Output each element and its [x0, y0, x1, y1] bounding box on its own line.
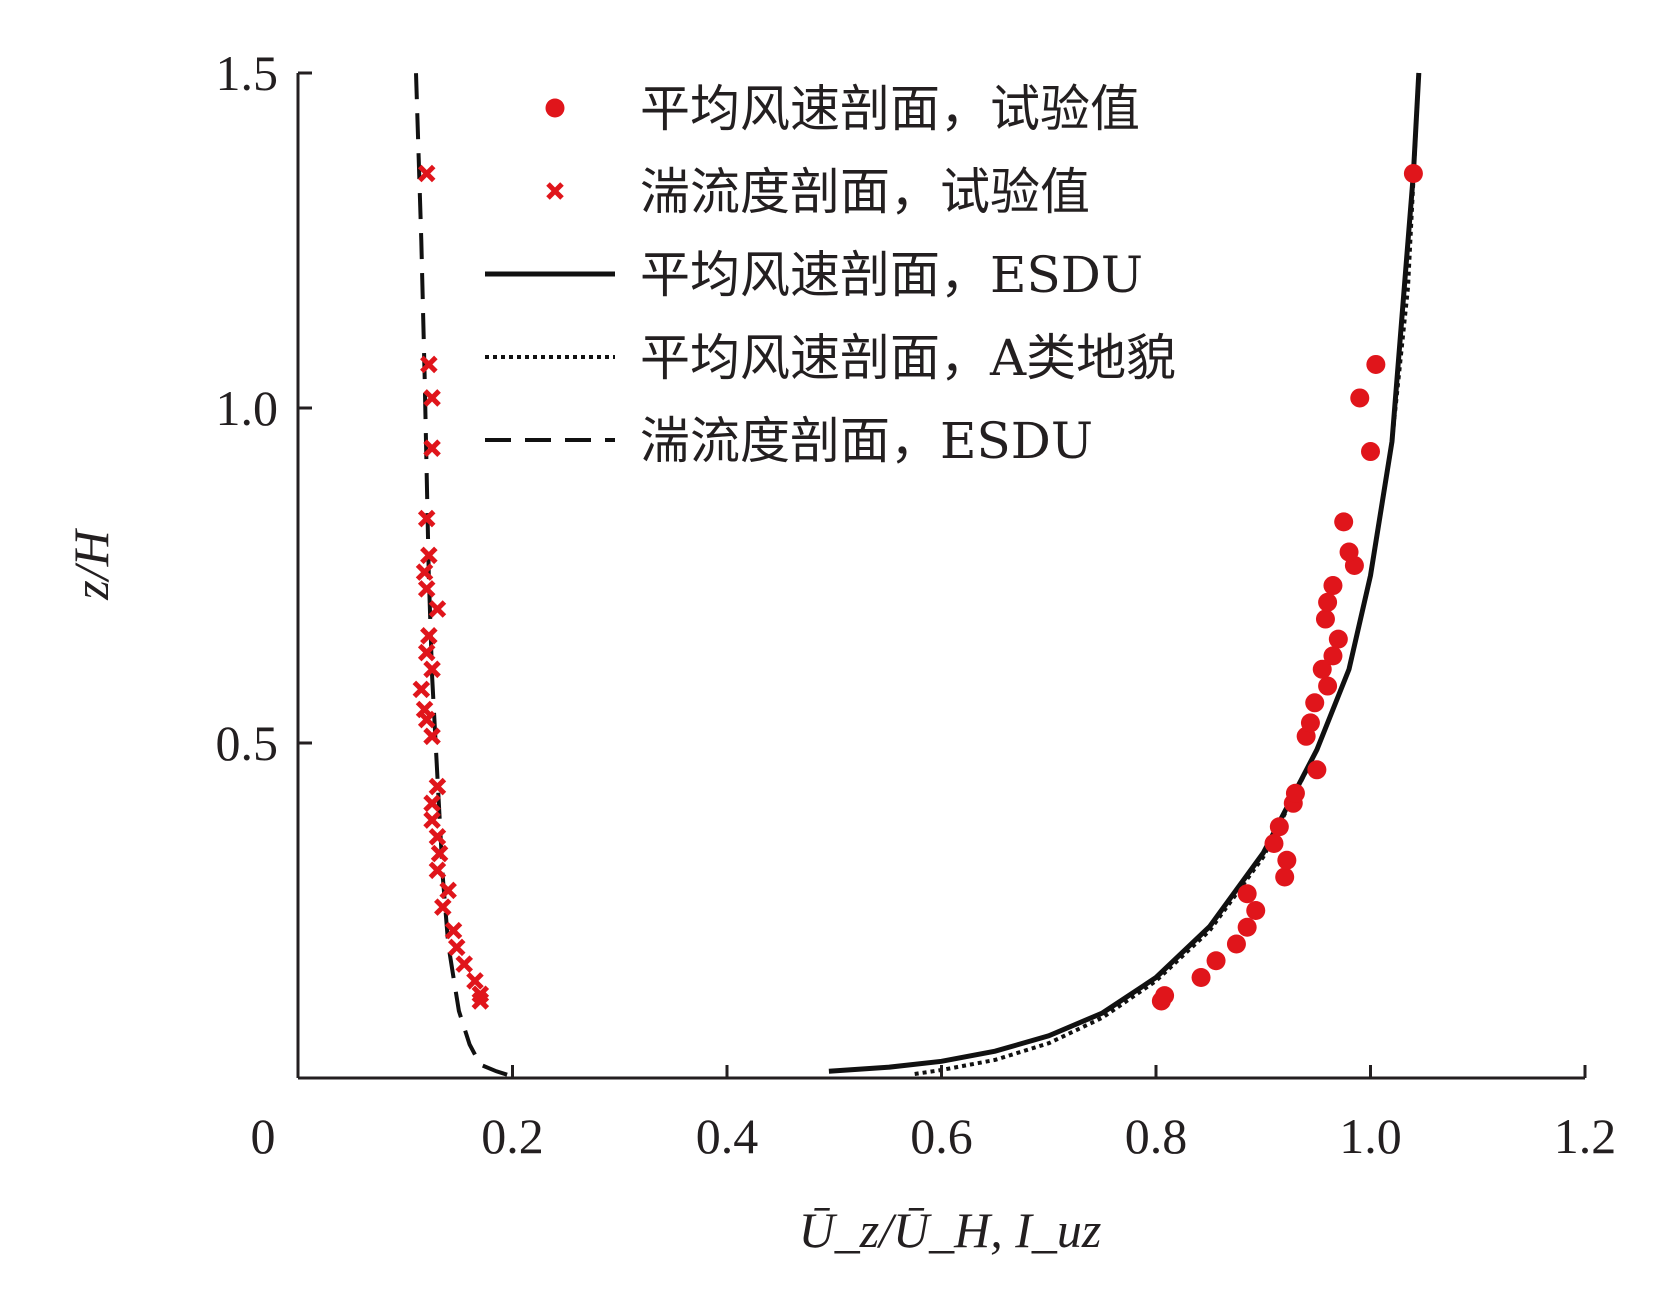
x-axis-title: Ū_z/Ū_H, I_uz	[799, 1202, 1102, 1258]
data-point-mean	[1206, 951, 1226, 971]
data-point-mean	[1334, 512, 1354, 532]
data-point-turb	[447, 938, 466, 957]
data-point-turb	[423, 439, 441, 457]
data-point-turb	[417, 580, 436, 598]
x-axis-title-text: Ū_z/Ū_H, I_uz	[799, 1202, 1102, 1258]
legend-item: 平均风速剖面，试验值	[545, 80, 1140, 138]
data-point-mean	[1339, 542, 1359, 562]
data-point-mean	[1361, 442, 1380, 462]
data-point-turb	[423, 660, 441, 679]
x-tick-label: 0.4	[696, 1108, 759, 1164]
data-point-turb	[420, 627, 438, 645]
y-tick-label: 1.5	[216, 45, 279, 101]
data-point-turb	[428, 777, 447, 796]
data-point-turb	[455, 955, 474, 973]
data-point-mean	[1275, 867, 1295, 887]
data-point-mean	[1264, 834, 1284, 853]
data-point-mean	[1350, 388, 1370, 408]
data-point-turb	[417, 164, 436, 183]
legend-swatch	[546, 182, 564, 200]
data-point-turb	[430, 844, 449, 863]
data-point-mean	[1277, 850, 1297, 870]
y-tick-label: 0.5	[216, 715, 279, 771]
data-point-turb	[415, 563, 434, 581]
data-point-mean	[1328, 629, 1348, 649]
data-point-mean	[1246, 901, 1266, 920]
y-tick-label: 1.0	[216, 380, 279, 436]
data-point-mean	[1226, 934, 1246, 954]
legend-swatch	[545, 98, 565, 118]
data-point-mean	[1300, 713, 1320, 733]
data-point-turb	[439, 881, 457, 900]
plot-points	[412, 164, 1423, 1011]
data-point-turb	[428, 861, 447, 880]
legend-label: 平均风速剖面，A类地貌	[640, 329, 1176, 387]
data-point-turb	[423, 389, 441, 407]
legend-item: 湍流度剖面，ESDU	[485, 412, 1093, 470]
legend-label: 平均风速剖面，试验值	[640, 80, 1140, 138]
data-point-mean	[1307, 760, 1327, 780]
data-point-mean	[1191, 968, 1211, 987]
series-line-3	[914, 72, 1421, 1076]
data-point-turb	[423, 727, 441, 746]
data-point-mean	[1323, 646, 1343, 666]
legend-item: 平均风速剖面，ESDU	[485, 246, 1143, 304]
data-point-turb	[466, 972, 484, 990]
legend-label: 湍流度剖面，试验值	[640, 163, 1090, 221]
legend-item: 湍流度剖面，试验值	[546, 163, 1090, 221]
data-point-turb	[471, 985, 490, 1004]
data-point-mean	[1318, 592, 1338, 612]
data-point-mean	[1269, 817, 1289, 837]
data-point-mean	[1366, 354, 1386, 374]
legend-label: 平均风速剖面，ESDU	[640, 246, 1143, 304]
data-point-mean	[1312, 659, 1332, 679]
data-point-turb	[412, 680, 431, 699]
data-point-mean	[1237, 884, 1257, 904]
data-point-mean	[1323, 576, 1343, 596]
x-tick-label: 0	[251, 1108, 276, 1164]
data-point-mean	[1285, 783, 1305, 803]
x-tick-label: 1.2	[1554, 1108, 1617, 1164]
data-point-turb	[428, 828, 447, 846]
data-point-mean	[1315, 609, 1335, 629]
ticks: 0 0.2 0.4 0.6 0.8 1.0 1.2 0.5 1.0 1.5	[216, 45, 1617, 1164]
data-point-turb	[434, 898, 452, 916]
legend-label: 湍流度剖面，ESDU	[640, 412, 1093, 470]
data-point-mean	[1318, 676, 1338, 696]
data-point-mean	[1305, 693, 1325, 713]
y-axis-title: z/H	[63, 527, 119, 600]
x-tick-label: 1.0	[1339, 1108, 1402, 1164]
data-point-mean	[1155, 986, 1175, 1006]
data-point-turb	[417, 643, 436, 662]
data-point-turb	[420, 355, 438, 374]
data-point-turb	[417, 509, 436, 528]
data-point-turb	[420, 546, 438, 565]
data-point-mean	[1403, 164, 1423, 183]
series-line-2	[828, 72, 1422, 1074]
x-tick-label: 0.8	[1125, 1108, 1188, 1164]
data-point-turb	[428, 600, 447, 618]
data-point-turb	[423, 794, 441, 813]
x-tick-label: 0.2	[481, 1108, 544, 1164]
data-point-turb	[444, 921, 463, 940]
x-tick-label: 0.6	[910, 1108, 973, 1164]
y-axis-title-var: z/H	[63, 527, 119, 600]
data-point-turb	[423, 811, 441, 829]
legend-item: 平均风速剖面，A类地貌	[485, 329, 1176, 387]
plot-lines	[414, 72, 1422, 1077]
axes	[296, 73, 1585, 1080]
data-point-turb	[415, 700, 434, 719]
data-point-mean	[1237, 917, 1257, 937]
